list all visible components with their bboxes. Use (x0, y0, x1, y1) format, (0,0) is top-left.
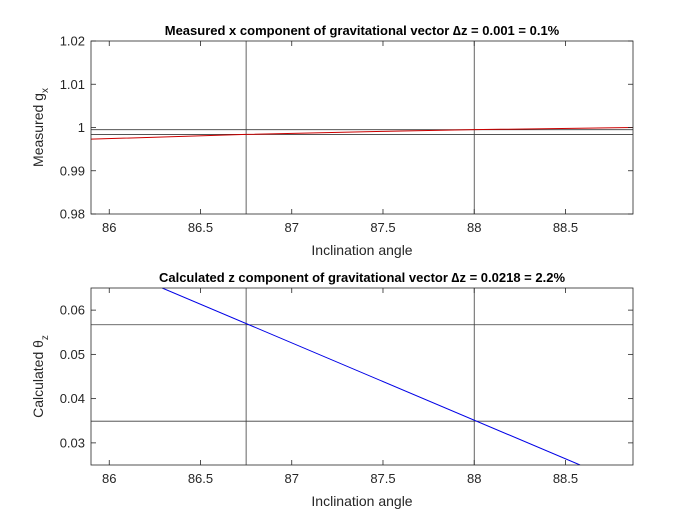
y-tick-label: 1.01 (60, 77, 85, 92)
x-tick-label: 87.5 (370, 220, 395, 235)
x-axis-label: Inclination angle (311, 242, 412, 258)
y-tick-label: 0.03 (60, 435, 85, 450)
x-tick-label: 86.5 (188, 220, 213, 235)
y-tick-label: 0.06 (60, 303, 85, 318)
y-tick-label: 0.05 (60, 347, 85, 362)
y-axis-label-subscript: z (40, 335, 51, 340)
x-tick-label: 87 (285, 220, 299, 235)
plot-area (91, 288, 633, 465)
x-tick-label: 88.5 (553, 220, 578, 235)
x-tick-label: 88 (467, 220, 481, 235)
series-line-1 (161, 288, 581, 465)
chart-panel-1: 86 86.5 87 87.5 88 88.5 0.98 0.99 1 1.01 1.02 Incli… (30, 23, 634, 258)
y-tick-label: 1 (78, 120, 85, 135)
y-axis-label-main: Measured g (30, 93, 46, 167)
y-axis-label: Calculated θz (30, 335, 51, 418)
y-tick-label: 0.04 (60, 391, 85, 406)
x-tick-label: 86.5 (188, 471, 213, 486)
chart-title: Measured x component of gravitational ve… (165, 23, 560, 38)
x-tick-label: 86 (102, 471, 116, 486)
axes-box (90, 287, 634, 466)
y-axis-label-subscript: x (40, 88, 51, 93)
chart-title-delta: ∆z = 0.001 = 0.1% (453, 23, 560, 38)
y-axis-label-main: Calculated θ (30, 340, 46, 418)
plot-area (91, 41, 633, 214)
x-axis-label: Inclination angle (311, 493, 412, 509)
chart-panel-2: 86 86.5 87 87.5 88 88.5 0.03 0.04 0.05 0.06 Inclin… (30, 270, 634, 509)
y-tick-label: 1.02 (60, 34, 85, 49)
x-tick-label: 87 (285, 471, 299, 486)
chart-title-delta: ∆z = 0.0218 = 2.2% (452, 270, 566, 285)
y-tick-label: 0.99 (60, 163, 85, 178)
y-tick-label: 0.98 (60, 207, 85, 222)
chart-title-main: Calculated z component of gravitational … (159, 270, 452, 285)
x-tick-label: 86 (102, 220, 116, 235)
x-tick-label: 88.5 (553, 471, 578, 486)
chart-title-main: Measured x component of gravitational ve… (165, 23, 453, 38)
series-line-1 (91, 127, 633, 140)
x-tick-label: 88 (467, 471, 481, 486)
x-tick-label: 87.5 (370, 471, 395, 486)
y-axis-label: Measured gx (30, 88, 51, 167)
chart-title: Calculated z component of gravitational … (159, 270, 565, 285)
